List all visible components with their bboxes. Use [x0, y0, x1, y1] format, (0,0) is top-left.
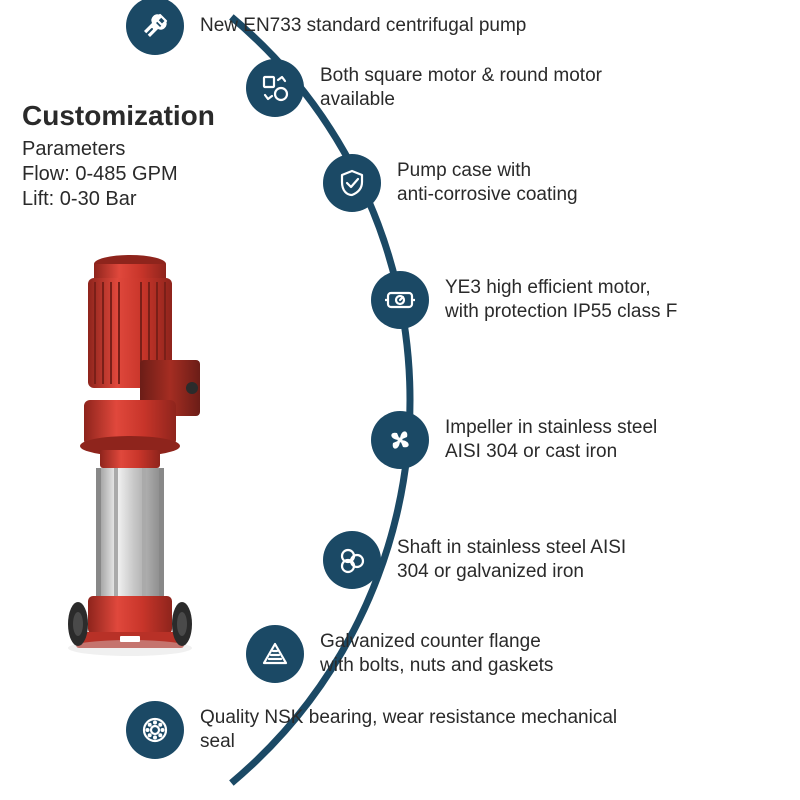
parameters-label: Parameters — [22, 138, 282, 161]
feature-flange: Galvanized counter flangewith bolts, nut… — [246, 625, 553, 683]
feature-flange-text: Galvanized counter flangewith bolts, nut… — [320, 630, 553, 678]
feature-standard-text: New EN733 standard centrifugal pump — [200, 14, 526, 38]
feature-coating-text: Pump case withanti-corrosive coating — [397, 159, 578, 207]
heading-block: Customization Parameters Flow: 0-485 GPM… — [22, 100, 282, 213]
feature-shaft: Shaft in stainless steel AISI304 or galv… — [323, 531, 626, 589]
feature-efficiency: YE3 high efficient motor,with protection… — [371, 271, 677, 329]
feature-bearing-text: Quality NSK bearing, wear resistance mec… — [200, 706, 620, 754]
shield-icon — [323, 154, 381, 212]
meter-icon — [371, 271, 429, 329]
feature-shaft-text: Shaft in stainless steel AISI304 or galv… — [397, 536, 626, 584]
pump-illustration — [40, 250, 260, 670]
bearing-icon — [126, 701, 184, 759]
feature-motor-shape: Both square motor & round motoravailable — [246, 59, 602, 117]
feature-coating: Pump case withanti-corrosive coating — [323, 154, 578, 212]
pipes-icon — [323, 531, 381, 589]
triangle-icon — [246, 625, 304, 683]
wrench-icon — [126, 0, 184, 55]
infographic-canvas: Customization Parameters Flow: 0-485 GPM… — [0, 0, 800, 800]
feature-bearing: Quality NSK bearing, wear resistance mec… — [126, 701, 620, 759]
feature-standard: New EN733 standard centrifugal pump — [126, 0, 526, 55]
fan-icon — [371, 411, 429, 469]
feature-efficiency-text: YE3 high efficient motor,with protection… — [445, 276, 677, 324]
feature-impeller-text: Impeller in stainless steelAISI 304 or c… — [445, 416, 657, 464]
lift-line: Lift: 0-30 Bar — [22, 188, 282, 211]
title: Customization — [22, 100, 282, 132]
feature-motor-shape-text: Both square motor & round motoravailable — [320, 64, 602, 112]
flow-line: Flow: 0-485 GPM — [22, 163, 282, 186]
feature-impeller: Impeller in stainless steelAISI 304 or c… — [371, 411, 657, 469]
shapes-icon — [246, 59, 304, 117]
